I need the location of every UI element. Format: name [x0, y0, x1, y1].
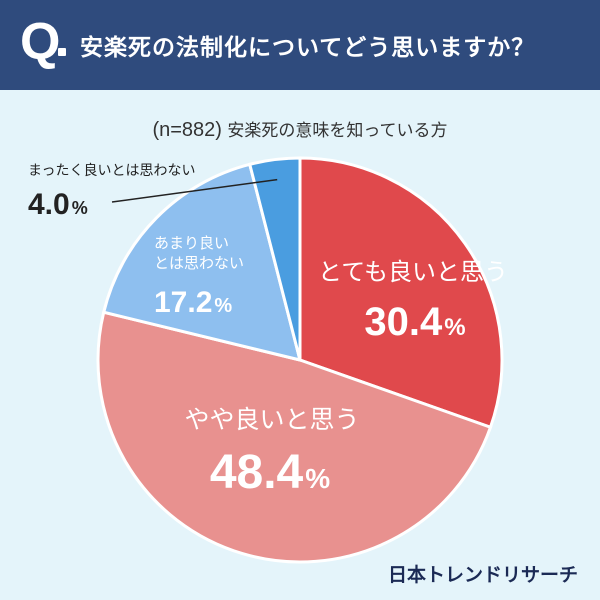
label-strongly-agree: とても良いと思う — [318, 258, 508, 286]
q-badge-dot — [58, 48, 66, 56]
sample-size: (n=882) — [152, 119, 222, 141]
label-disagree: あまり良いとは思わない — [154, 234, 244, 272]
value-disagree: 17.2% — [154, 286, 232, 319]
chart-subtitle: (n=882) 安楽死の意味を知っている方 — [0, 116, 600, 142]
label-agree: やや良いと思う — [184, 405, 359, 434]
slice-strongly-disagree — [247, 156, 302, 361]
value-strongly-disagree: 4.0% — [28, 188, 88, 221]
label-strongly-disagree: まったく良いとは思わない — [28, 163, 195, 179]
q-badge: Q — [20, 13, 61, 71]
question-title: 安楽死の法制化についてどう思いますか？ — [80, 35, 536, 61]
slice-agree — [96, 310, 493, 564]
respondent-group: 安楽死の意味を知っている方 — [227, 121, 448, 141]
question-header: Q 安楽死の法制化についてどう思いますか？ — [0, 0, 600, 90]
brand-logo: 日本トレンドリサーチ — [387, 564, 578, 586]
value-agree: 48.4% — [210, 446, 330, 499]
slice-disagree — [101, 162, 303, 363]
value-strongly-agree: 30.4% — [364, 300, 465, 344]
leader-line-strongly-disagree — [111, 178, 278, 203]
slice-strongly-agree — [298, 156, 504, 430]
